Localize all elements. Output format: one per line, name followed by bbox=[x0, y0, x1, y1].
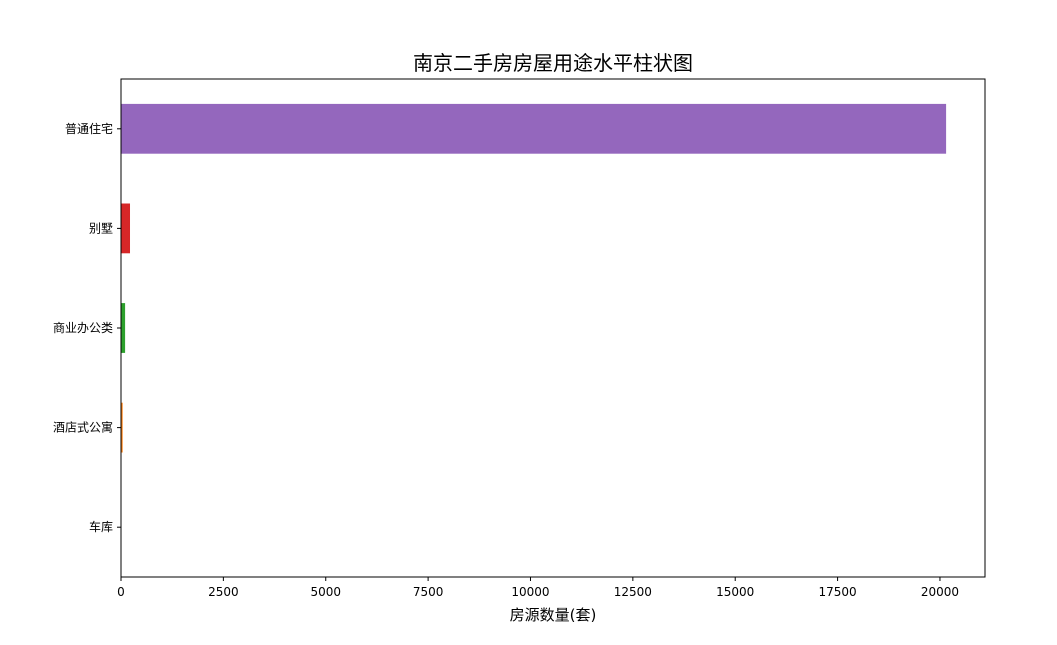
y-tick-label-2: 商业办公类 bbox=[53, 320, 113, 335]
bar-2 bbox=[121, 303, 126, 353]
y-tick-label-0: 普通住宅 bbox=[65, 121, 113, 136]
y-tick-label-4: 车库 bbox=[89, 519, 113, 534]
bar-1 bbox=[121, 203, 131, 254]
x-axis-label: 房源数量(套) bbox=[510, 606, 597, 624]
bar-3 bbox=[121, 402, 123, 453]
x-tick-label-7: 17500 bbox=[818, 585, 856, 599]
x-tick-label-4: 10000 bbox=[511, 585, 549, 599]
x-tick-label-8: 20000 bbox=[921, 585, 959, 599]
x-axis: 0 2500 5000 7500 10000 12500 15000 17500 20000 bbox=[117, 577, 959, 599]
x-tick-label-2: 5000 bbox=[310, 585, 341, 599]
x-tick-label-3: 7500 bbox=[413, 585, 444, 599]
bar-0 bbox=[121, 103, 947, 154]
chart-title: 南京二手房房屋用途水平柱状图 bbox=[413, 51, 693, 75]
x-tick-label-1: 2500 bbox=[208, 585, 239, 599]
x-tick-label-5: 12500 bbox=[614, 585, 652, 599]
x-tick-label-6: 15000 bbox=[716, 585, 754, 599]
bars-group bbox=[121, 103, 947, 553]
y-tick-label-3: 酒店式公寓 bbox=[53, 420, 113, 435]
y-tick-label-1: 别墅 bbox=[89, 221, 113, 235]
x-tick-label-0: 0 bbox=[117, 585, 125, 599]
